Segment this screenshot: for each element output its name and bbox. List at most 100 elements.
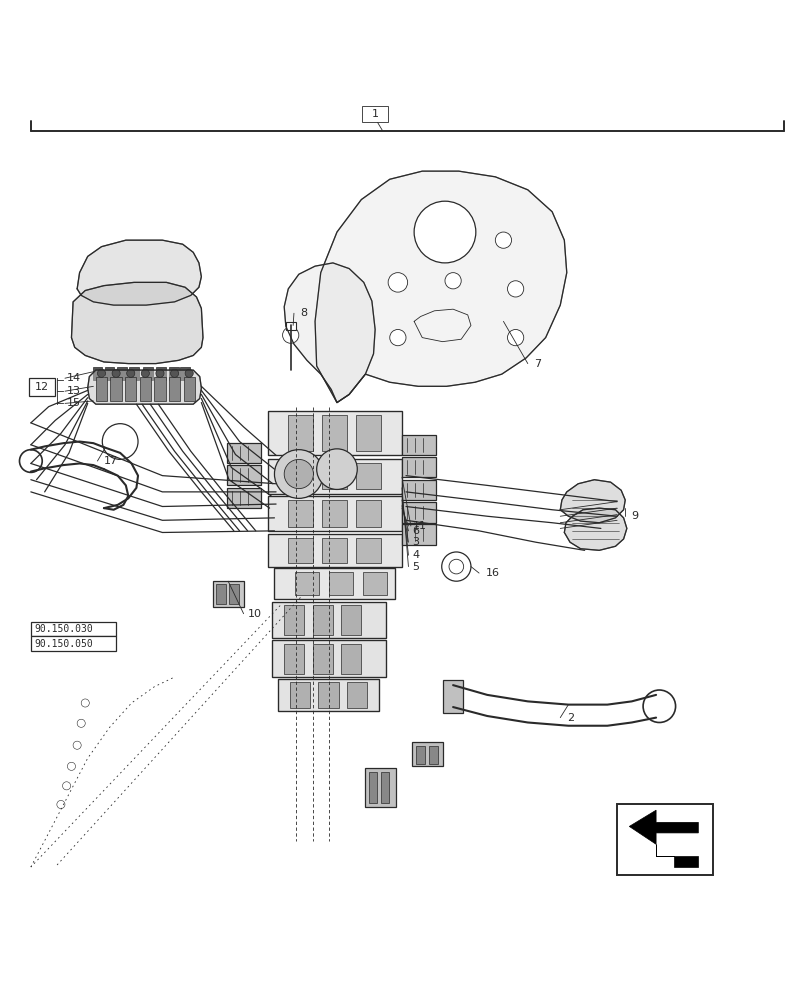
Text: 6: 6 [412, 526, 419, 536]
Text: 4: 4 [412, 550, 419, 560]
Bar [356, 500, 380, 527]
Bar [180, 367, 190, 380]
Bar [110, 377, 122, 401]
Polygon shape [277, 679, 379, 711]
Bar [96, 377, 107, 401]
Bar [229, 584, 238, 604]
Circle shape [19, 450, 42, 472]
Bar [341, 644, 361, 674]
Text: 1: 1 [371, 109, 378, 119]
Text: 13: 13 [67, 386, 80, 396]
Circle shape [507, 281, 523, 297]
Circle shape [97, 369, 105, 377]
Bar [268, 534, 401, 567]
Circle shape [642, 690, 675, 722]
Bar [415, 746, 425, 764]
Circle shape [73, 741, 81, 749]
Polygon shape [272, 640, 385, 677]
Bar [401, 435, 436, 455]
Bar [143, 367, 152, 380]
Text: 14: 14 [67, 373, 80, 383]
Polygon shape [272, 601, 385, 638]
Circle shape [67, 762, 75, 770]
Bar [277, 679, 379, 711]
Bar [341, 605, 361, 635]
Text: 16: 16 [485, 568, 499, 578]
Bar [322, 463, 346, 489]
Bar [428, 746, 438, 764]
Polygon shape [564, 508, 626, 550]
Bar [322, 415, 346, 451]
Bar [212, 581, 243, 607]
Bar [412, 742, 443, 766]
Bar [272, 640, 385, 677]
Circle shape [316, 449, 357, 489]
Circle shape [389, 329, 406, 346]
Bar [401, 457, 436, 477]
Polygon shape [268, 534, 401, 567]
Bar [362, 106, 388, 122]
Circle shape [284, 459, 313, 489]
Bar [312, 644, 333, 674]
Polygon shape [315, 171, 566, 403]
Bar [169, 377, 180, 401]
Polygon shape [268, 411, 401, 455]
Bar [169, 367, 178, 380]
Circle shape [102, 424, 138, 459]
Polygon shape [88, 370, 201, 404]
Polygon shape [71, 282, 203, 364]
Circle shape [274, 450, 323, 498]
Text: 90.150.050: 90.150.050 [34, 639, 92, 649]
Circle shape [81, 699, 89, 707]
Bar [105, 367, 114, 380]
Bar [322, 538, 346, 563]
Bar [442, 680, 462, 713]
Polygon shape [268, 496, 401, 531]
Bar [346, 682, 367, 708]
Bar [365, 768, 396, 807]
Bar [294, 572, 319, 595]
Circle shape [441, 552, 470, 581]
Bar [356, 415, 380, 451]
Circle shape [77, 719, 85, 727]
Polygon shape [560, 480, 624, 523]
Polygon shape [268, 459, 401, 494]
Text: 15: 15 [67, 398, 80, 408]
Text: 17: 17 [104, 456, 118, 466]
Bar [125, 377, 136, 401]
Bar [216, 584, 225, 604]
Bar [401, 480, 436, 500]
Bar [227, 443, 261, 463]
Polygon shape [274, 568, 394, 599]
Bar [363, 572, 387, 595]
Circle shape [495, 232, 511, 248]
Bar [288, 463, 312, 489]
Bar [284, 644, 304, 674]
Circle shape [507, 329, 523, 346]
Bar [227, 465, 261, 485]
Circle shape [141, 369, 149, 377]
Bar [29, 378, 55, 396]
Bar [154, 377, 165, 401]
Bar [288, 538, 312, 563]
Bar [268, 459, 401, 494]
Bar [268, 411, 401, 455]
Circle shape [127, 369, 135, 377]
Polygon shape [77, 240, 201, 305]
Bar [322, 500, 346, 527]
Bar [328, 572, 353, 595]
Text: 7: 7 [534, 359, 541, 369]
Bar [139, 377, 151, 401]
Text: 11: 11 [412, 521, 426, 531]
Polygon shape [284, 263, 375, 403]
Bar [401, 502, 436, 523]
Bar [288, 500, 312, 527]
Bar [288, 415, 312, 451]
Circle shape [170, 369, 178, 377]
Circle shape [282, 327, 298, 343]
Bar [268, 496, 401, 531]
Circle shape [448, 559, 463, 574]
Bar [616, 804, 712, 875]
Bar [117, 367, 127, 380]
Bar [312, 605, 333, 635]
